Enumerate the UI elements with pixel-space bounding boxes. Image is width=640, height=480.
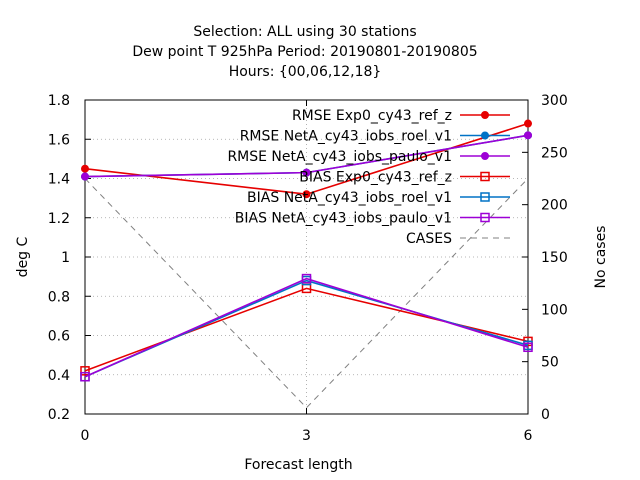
x-tick-label: 6 [524,428,533,444]
legend-label: CASES [406,231,452,247]
data-point [302,190,311,199]
data-point [81,172,89,181]
legend-item: BIAS NetA_cy43_iobs_roel_v1 [247,190,510,206]
data-point [301,273,312,284]
y-tick-label: 0.6 [48,329,70,345]
y2-tick-label: 150 [541,250,568,266]
legend-label: RMSE NetA_cy43_iobs_paulo_v1 [227,149,452,165]
data-point [524,119,532,128]
x-tick-label: 0 [81,428,90,444]
legend-item: RMSE Exp0_cy43_ref_z [292,108,510,124]
y2-tick-label: 50 [541,355,559,371]
y-axis-label: deg C [15,236,31,277]
x-tick-label: 3 [302,428,311,444]
y2-tick-label: 300 [541,93,568,109]
series-3 [80,283,533,376]
legend-item: BIAS Exp0_cy43_ref_z [299,170,510,186]
y-tick-label: 0.2 [48,407,70,423]
data-point [480,212,490,223]
data-point [81,164,89,173]
y-tick-label: 0.8 [48,289,70,305]
series-5 [80,273,533,382]
data-point [524,131,532,140]
data-point [481,111,489,119]
x-axis-label: Forecast length [244,457,352,473]
chart-title-group: Selection: ALL using 30 stations Dew poin… [132,24,477,80]
data-point [480,171,490,182]
legend-label: RMSE NetA_cy43_iobs_roel_v1 [240,129,452,145]
legend-item: CASES [406,231,510,247]
y2-tick-label: 200 [541,198,568,214]
data-point [481,152,489,160]
data-point [481,131,489,140]
series-layer [80,119,533,409]
ticks: 0 3 6 0.2 0.4 0.6 0.8 1 1.2 1.4 1.6 1.8 0 50 100 150 200… [48,93,568,444]
data-point [80,366,90,376]
data-point [480,192,490,202]
legend-label: RMSE Exp0_cy43_ref_z [292,108,452,124]
y2-tick-label: 250 [541,145,568,161]
legend-item: RMSE NetA_cy43_iobs_roel_v1 [240,129,510,145]
y-tick-label: 0.4 [48,368,70,384]
legend-item: RMSE NetA_cy43_iobs_paulo_v1 [227,149,510,165]
y-tick-label: 1.6 [48,132,70,148]
data-point [302,168,311,177]
legend: RMSE Exp0_cy43_ref_z RMSE NetA_cy43_iobs_… [227,108,510,247]
y-tick-label: 1 [61,250,70,266]
chart-title-line: Selection: ALL using 30 stations [193,24,416,40]
y-tick-label: 1.2 [48,211,70,227]
y2-axis-label: No cases [593,226,609,289]
y-tick-label: 1.8 [48,93,70,109]
series-line [84,277,529,378]
series-2 [81,131,532,181]
legend-item: BIAS NetA_cy43_iobs_paulo_v1 [235,211,510,227]
y2-tick-label: 100 [541,302,568,318]
legend-label: BIAS Exp0_cy43_ref_z [299,170,452,186]
legend-label: BIAS NetA_cy43_iobs_paulo_v1 [235,211,452,227]
data-point [80,371,90,382]
chart-title-line: Hours: {00,06,12,18} [229,64,382,80]
y-tick-label: 1.4 [48,172,70,188]
series-line [84,178,529,409]
data-point [523,342,533,353]
y2-tick-label: 0 [541,407,550,423]
chart-title-line: Dew point T 925hPa Period: 20190801-2019… [132,44,477,60]
legend-label: BIAS NetA_cy43_iobs_roel_v1 [247,190,452,206]
series-6 [84,178,529,409]
